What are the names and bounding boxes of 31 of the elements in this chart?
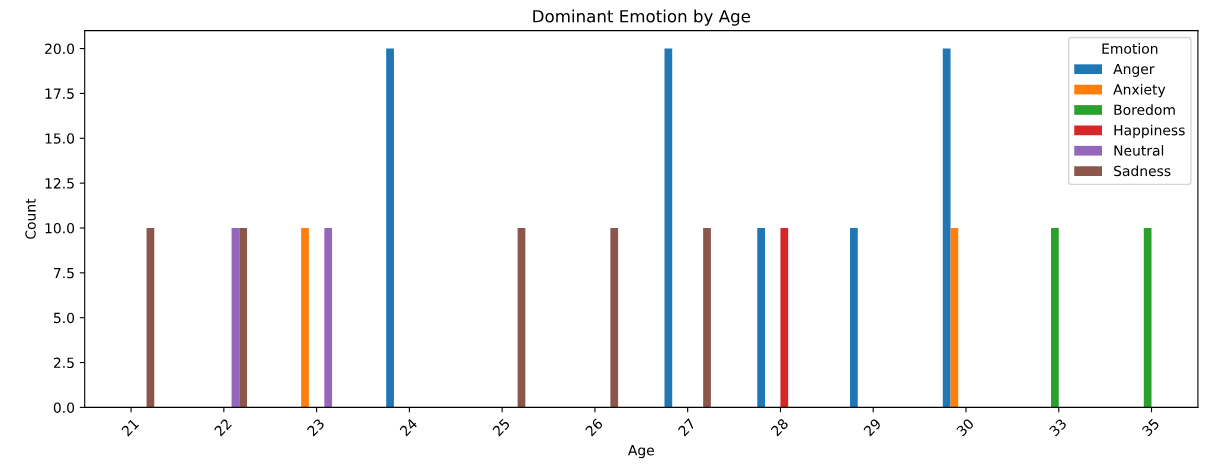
legend-label: Sadness <box>1114 165 1171 177</box>
y-tick-label: 10.0 <box>45 222 75 234</box>
legend-label: Anxiety <box>1113 83 1166 98</box>
x-tick-label: 23 <box>306 418 325 437</box>
x-tick-label: 22 <box>213 418 232 437</box>
x-tick-label: 29 <box>863 418 882 437</box>
legend-label: Boredom <box>1114 104 1175 116</box>
y-tick-label: 17.5 <box>45 88 74 99</box>
y-tick-label: 12.5 <box>45 178 74 189</box>
y-tick-label: 5.0 <box>53 312 75 324</box>
y-tick-label: 15.0 <box>45 133 75 144</box>
x-tick-label: 30 <box>955 417 975 437</box>
legend-label: Happiness <box>1114 124 1185 139</box>
x-tick-label: 27 <box>677 418 696 437</box>
y-tick-label: 7.5 <box>54 267 74 279</box>
legend-label: Anger <box>1113 63 1155 77</box>
x-tick-label: 28 <box>770 417 789 437</box>
chart-title: Dominant Emotion by Age <box>533 9 751 26</box>
y-axis-title: Count <box>25 198 36 239</box>
x-tick-label: 25 <box>492 418 511 437</box>
x-tick-label: 35 <box>1141 418 1160 437</box>
y-tick-label: 0.0 <box>53 402 75 413</box>
legend-label: Neutral <box>1114 145 1164 156</box>
x-tick-label: 24 <box>399 417 418 437</box>
y-tick-label: 2.5 <box>53 357 74 369</box>
x-axis-title: Age <box>627 445 654 459</box>
x-tick-label: 26 <box>584 417 604 437</box>
legend-title: Emotion <box>1102 43 1158 54</box>
x-tick-label: 33 <box>1048 418 1068 437</box>
y-tick-label: 20.0 <box>45 43 75 55</box>
x-tick-label: 21 <box>120 418 140 437</box>
